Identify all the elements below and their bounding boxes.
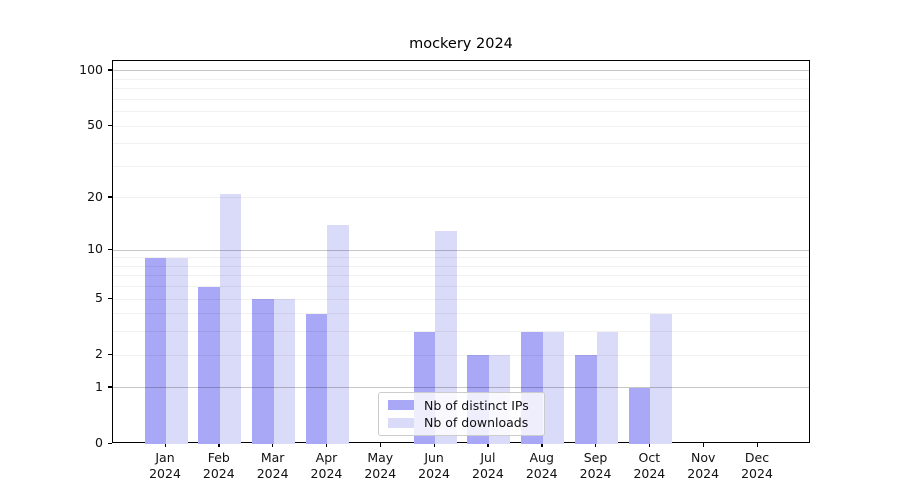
- x-tick-label-feb: Feb 2024: [202, 450, 235, 481]
- y-tick-label-5: 5: [95, 290, 103, 306]
- x-tick-label-mar: Mar 2024: [256, 450, 289, 481]
- minor-gridline-90: [113, 78, 809, 80]
- legend-label-distinct-ips: Nb of distinct IPs: [424, 397, 529, 413]
- x-tick-label-may: May 2024: [364, 450, 397, 481]
- legend-item-distinct-ips: Nb of distinct IPs: [388, 398, 535, 413]
- x-tick-label-nov: Nov 2024: [687, 450, 720, 481]
- y-tick-label-2: 2: [95, 346, 103, 362]
- legend-label-downloads: Nb of downloads: [424, 415, 529, 431]
- y-tick-mark-0: [107, 442, 112, 444]
- minor-gridline-70: [113, 98, 809, 100]
- x-tick-label-aug: Aug 2024: [525, 450, 558, 481]
- x-tick-label-sep: Sep 2024: [579, 450, 612, 481]
- y-tick-label-1: 1: [95, 378, 103, 394]
- y-tick-mark-5: [107, 297, 112, 299]
- grid-layer: [113, 61, 809, 442]
- y-tick-mark-10: [107, 248, 112, 250]
- bar-distinct-ips-sep: [575, 355, 597, 444]
- y-tick-mark-50: [107, 124, 112, 126]
- bar-downloads-apr: [327, 225, 349, 444]
- plot-area: [112, 60, 810, 444]
- x-tick-mark-dec: [756, 443, 758, 447]
- minor-gridline-7: [113, 275, 809, 277]
- minor-gridline-6: [113, 286, 809, 288]
- legend: Nb of distinct IPs Nb of downloads: [378, 392, 545, 436]
- major-gridline-100: [113, 70, 809, 72]
- bar-distinct-ips-mar: [252, 299, 274, 444]
- x-tick-mark-jun: [433, 443, 435, 447]
- x-tick-mark-jul: [487, 443, 489, 447]
- y-tick-label-20: 20: [87, 188, 103, 204]
- bar-downloads-aug: [542, 331, 565, 444]
- y-tick-label-0: 0: [95, 435, 103, 450]
- minor-gridline-8: [113, 265, 809, 267]
- major-gridline-1: [113, 387, 809, 389]
- x-tick-mark-aug: [541, 443, 543, 447]
- minor-gridline-30: [113, 165, 809, 167]
- x-tick-mark-may: [379, 443, 382, 447]
- bar-downloads-feb: [219, 194, 242, 444]
- x-tick-mark-jan: [164, 443, 166, 447]
- bar-downloads-jan: [166, 257, 188, 444]
- x-tick-mark-oct: [648, 443, 651, 447]
- y-tick-label-100: 100: [79, 61, 103, 77]
- legend-swatch-downloads: [388, 418, 414, 428]
- bar-downloads-sep: [596, 331, 619, 444]
- y-tick-label-10: 10: [87, 241, 103, 257]
- x-tick-mark-mar: [272, 443, 274, 447]
- bar-downloads-jun: [435, 230, 457, 444]
- x-tick-mark-sep: [595, 443, 597, 447]
- minor-gridline-5: [113, 298, 809, 300]
- minor-gridline-20: [113, 197, 809, 199]
- y-tick-mark-2: [107, 353, 112, 355]
- bar-distinct-ips-feb: [198, 286, 220, 444]
- minor-gridline-3: [113, 331, 809, 333]
- chart-title: mockery 2024: [409, 36, 513, 52]
- minor-gridline-60: [113, 111, 809, 113]
- minor-gridline-50: [113, 125, 809, 127]
- x-tick-label-jul: Jul 2024: [472, 450, 504, 481]
- y-tick-mark-1: [107, 386, 112, 388]
- y-tick-mark-20: [107, 196, 112, 198]
- bar-downloads-oct: [650, 313, 672, 444]
- minor-gridline-80: [113, 88, 809, 90]
- x-tick-label-oct: Oct 2024: [633, 450, 666, 481]
- minor-gridline-2: [113, 354, 809, 356]
- y-tick-mark-100: [107, 69, 112, 71]
- bar-distinct-ips-oct: [628, 387, 651, 444]
- minor-gridline-9: [113, 257, 809, 259]
- bar-distinct-ips-apr: [305, 313, 328, 444]
- legend-swatch-distinct-ips: [388, 400, 414, 410]
- legend-item-downloads: Nb of downloads: [388, 415, 535, 430]
- x-tick-label-apr: Apr 2024: [310, 450, 343, 481]
- y-tick-label-50: 50: [87, 117, 103, 133]
- x-tick-mark-feb: [218, 443, 220, 447]
- x-tick-label-dec: Dec 2024: [741, 450, 773, 481]
- bar-distinct-ips-jan: [144, 257, 166, 444]
- bar-downloads-mar: [273, 299, 296, 444]
- major-gridline-10: [113, 249, 809, 251]
- x-tick-label-jun: Jun 2024: [418, 450, 450, 481]
- minor-gridline-40: [113, 143, 809, 145]
- x-tick-mark-apr: [325, 443, 328, 447]
- minor-gridline-4: [113, 313, 809, 315]
- x-tick-label-jan: Jan 2024: [149, 450, 181, 481]
- x-tick-mark-nov: [702, 443, 704, 447]
